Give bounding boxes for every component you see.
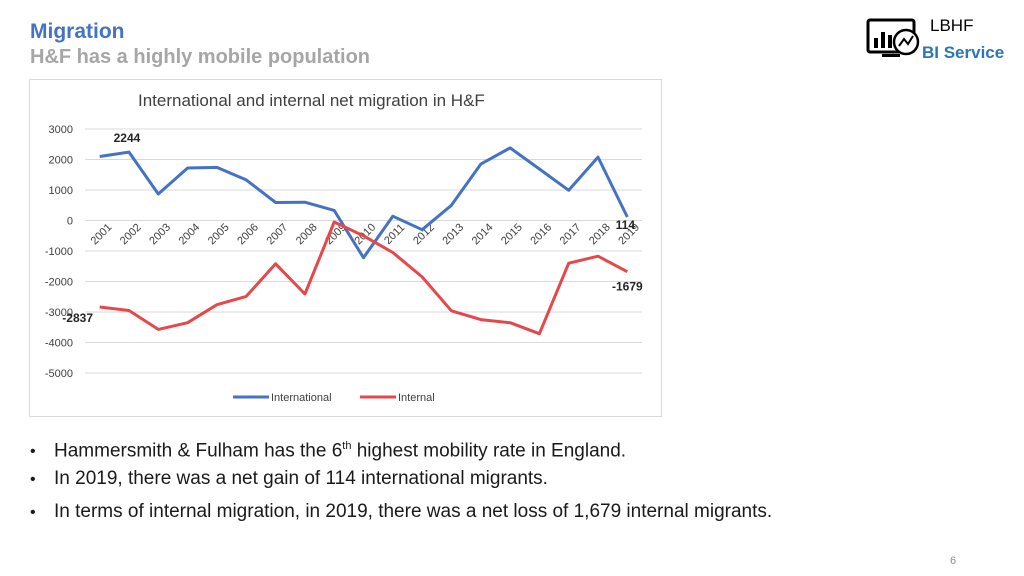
x-tick-label: 2001 [89,221,115,247]
slide-title: Migration [30,20,125,43]
x-tick-label: 2008 [294,221,320,247]
chart-title: International and internal net migration… [138,91,485,110]
legend-label: Internal [398,392,435,404]
bullet-item: • In 2019, there was a net gain of 114 in… [30,468,548,489]
y-tick-label: 2000 [49,155,73,167]
chart-svg: International and internal net migration… [45,91,643,404]
logo-text-lbhf: LBHF [930,16,974,35]
y-tick-label: -5000 [45,368,73,380]
lbhf-logo: LBHF BI Service [866,14,1011,64]
x-tick-label: 2006 [235,221,261,247]
bullet-item: • In terms of internal migration, in 2019… [30,501,773,522]
slide-subtitle: H&F has a highly mobile population [30,46,371,68]
bullet-list: • Hammersmith & Fulham has the 6th highes… [30,432,772,531]
y-tick-label: -1000 [45,246,73,258]
x-tick-label: 2002 [118,221,144,247]
x-tick-label: 2013 [440,221,466,247]
monitor-chart-icon [866,18,920,57]
x-tick-label: 2017 [558,221,584,247]
y-tick-label: 0 [67,216,73,228]
x-tick-label: 2018 [587,221,613,247]
x-tick-label: 2016 [528,221,554,247]
migration-chart: International and internal net migration… [29,79,662,417]
x-tick-label: 2004 [177,221,203,247]
page-number: 6 [950,555,957,567]
data-label: -1679 [612,280,643,294]
x-tick-label: 2003 [147,221,173,247]
y-tick-label: -3000 [45,307,73,319]
x-tick-label: 2005 [206,221,232,247]
data-label: -2837 [62,311,93,325]
bullet-item: • Hammersmith & Fulham has the 6th highes… [30,440,627,462]
legend-label: International [271,392,332,404]
data-label: 2244 [114,131,141,145]
y-tick-label: -4000 [45,338,73,350]
y-tick-label: 1000 [49,185,73,197]
y-tick-label: -2000 [45,277,73,289]
x-tick-label: 2015 [499,221,525,247]
x-tick-label: 2007 [265,221,291,247]
x-tick-label: 2014 [470,221,496,247]
logo-text-bi-service: BI Service [922,43,1005,62]
data-label: 114 [616,218,636,232]
y-tick-label: 3000 [49,124,73,136]
